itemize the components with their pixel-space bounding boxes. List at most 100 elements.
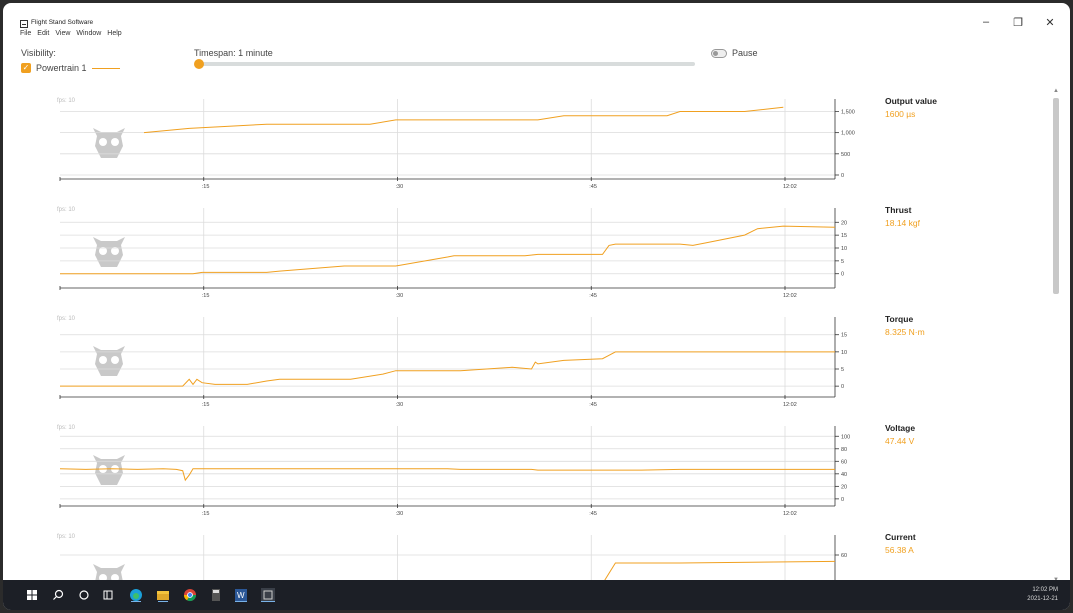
x-tick-label: 12:02 <box>783 402 797 408</box>
chart-torque: fps: 10 0 5 10 15:15:30:45 12:02 Torque 8.325 N… <box>3 308 1048 417</box>
menu-view[interactable]: View <box>55 30 71 37</box>
metric-value: 56.38 A <box>885 545 914 555</box>
series-line <box>143 106 784 134</box>
windows-start-icon[interactable] <box>25 588 39 602</box>
metric-value: 47.44 V <box>885 436 915 446</box>
series-line-swatch <box>91 67 120 69</box>
fps-label: fps: 10 <box>57 534 76 540</box>
metric-value: 8.325 N·m <box>885 327 925 337</box>
timespan-slider-track[interactable] <box>199 62 695 66</box>
y-tick-label: 5 <box>841 259 844 265</box>
metric-name: Current <box>885 532 916 542</box>
clock-date: 2021-12-21 <box>1027 596 1058 602</box>
fps-label: fps: 10 <box>57 98 76 104</box>
y-tick-label: 10 <box>841 246 847 252</box>
y-tick-label: 1,500 <box>841 109 855 115</box>
y-tick-label: 60 <box>841 459 847 465</box>
search-icon[interactable] <box>51 588 65 602</box>
y-tick-label: 80 <box>841 447 847 453</box>
restore-button[interactable]: ❐ <box>1013 17 1023 29</box>
x-tick-label: 12:02 <box>783 293 797 299</box>
x-tick-label: :45 <box>589 402 597 408</box>
x-tick-label: :45 <box>589 293 597 299</box>
chart-voltage: fps: 10 0 20 40 60 80 100:15:30:45 12:02 Voltage… <box>3 417 1048 526</box>
timespan-label: Timespan: 1 minute <box>194 48 273 58</box>
checkbox-checked-icon[interactable]: ✓ <box>21 63 31 73</box>
chart-svg: fps: 104060 <box>57 534 847 583</box>
y-tick-label: 15 <box>841 333 847 339</box>
menu-window[interactable]: Window <box>76 30 102 37</box>
scroll-thumb[interactable] <box>1053 98 1059 294</box>
x-tick-label: :30 <box>396 511 404 517</box>
x-tick-label: :45 <box>589 184 597 190</box>
title-bar: Flight Stand Software File Edit View Win… <box>3 3 1070 43</box>
chart-svg: fps: 10 0 20 40 60 80 100:15:30:45 12:02 <box>57 425 850 517</box>
fps-label: fps: 10 <box>57 425 76 431</box>
chart-svg: fps: 10 0 500 1,000 1,500:15:30:45 12:02 <box>57 98 855 190</box>
timespan-slider-thumb[interactable] <box>194 59 204 69</box>
metric-value: 1600 µs <box>885 109 916 119</box>
chrome-icon[interactable] <box>183 588 197 602</box>
taskbar-clock[interactable]: 12:02 PM 2021-12-21 <box>1027 586 1058 604</box>
chart-thrust: fps: 10 0 5 10 15 20:15:30:45 12:02 Thrust 18.14… <box>3 199 1048 308</box>
x-tick-label: :30 <box>396 184 404 190</box>
owl-logo-icon <box>93 128 125 158</box>
metric-name: Torque <box>885 314 914 324</box>
flight-stand-app-icon[interactable] <box>261 588 275 602</box>
chart-svg: fps: 10 0 5 10 15 20:15:30:45 12:02 <box>57 207 847 299</box>
word-icon[interactable]: W <box>234 588 248 602</box>
calculator-icon[interactable] <box>209 588 223 602</box>
cortana-icon[interactable] <box>77 588 91 602</box>
x-tick-label: 12:02 <box>783 511 797 517</box>
y-tick-label: 1,000 <box>841 131 855 137</box>
x-tick-label: :15 <box>202 511 210 517</box>
metric-name: Thrust <box>885 205 912 215</box>
x-tick-label: :45 <box>589 511 597 517</box>
chart-output-value: fps: 10 0 500 1,000 1,500:15:30:45 12:02 Outpu… <box>3 90 1048 199</box>
metric-value: 18.14 kgf <box>885 218 920 228</box>
owl-logo-icon <box>93 346 125 376</box>
owl-logo-icon <box>93 455 125 485</box>
y-tick-label: 0 <box>841 384 844 390</box>
y-tick-label: 15 <box>841 233 847 239</box>
fps-label: fps: 10 <box>57 207 76 213</box>
minimize-button[interactable]: – <box>982 16 990 28</box>
powertrain-toggle[interactable]: ✓ Powertrain 1 <box>21 63 120 73</box>
y-tick-label: 20 <box>841 484 847 490</box>
menu-help[interactable]: Help <box>107 30 122 37</box>
svg-text:W: W <box>237 591 245 600</box>
file-explorer-icon[interactable] <box>156 588 170 602</box>
menu-file[interactable]: File <box>20 30 32 37</box>
x-tick-label: :30 <box>396 293 404 299</box>
x-tick-label: :15 <box>202 293 210 299</box>
close-button[interactable]: ✕ <box>1045 17 1055 29</box>
window-title: Flight Stand Software <box>31 19 94 26</box>
chart-svg: fps: 10 0 5 10 15:15:30:45 12:02 <box>57 316 847 408</box>
y-tick-label: 0 <box>841 173 844 179</box>
task-view-icon[interactable] <box>101 588 115 602</box>
menu-bar: File Edit View Window Help <box>20 30 122 37</box>
series-line <box>60 225 836 275</box>
charts-panel: fps: 10 0 500 1,000 1,500:15:30:45 12:02 Outpu… <box>3 83 1048 583</box>
scroll-up-icon[interactable]: ▲ <box>1053 88 1059 94</box>
y-tick-label: 20 <box>841 220 847 226</box>
pause-toggle[interactable] <box>711 49 727 58</box>
app-window: Flight Stand Software File Edit View Win… <box>3 3 1070 610</box>
window-controls: – ❐ ✕ <box>980 16 1056 29</box>
series-line <box>602 560 836 583</box>
pause-label: Pause <box>732 48 758 58</box>
y-tick-label: 10 <box>841 350 847 356</box>
vertical-scrollbar[interactable]: ▲ ▼ <box>1052 88 1060 583</box>
series-line <box>59 468 835 482</box>
y-tick-label: 60 <box>841 553 847 559</box>
fps-label: fps: 10 <box>57 316 76 322</box>
y-tick-label: 500 <box>841 152 850 158</box>
edge-browser-icon[interactable] <box>129 588 143 602</box>
x-tick-label: 12:02 <box>783 184 797 190</box>
menu-edit[interactable]: Edit <box>37 30 50 37</box>
powertrain-label: Powertrain 1 <box>36 63 87 73</box>
owl-logo-icon <box>93 237 125 267</box>
y-tick-label: 5 <box>841 367 844 373</box>
app-logo-icon <box>20 20 28 28</box>
metric-name: Voltage <box>885 423 916 433</box>
